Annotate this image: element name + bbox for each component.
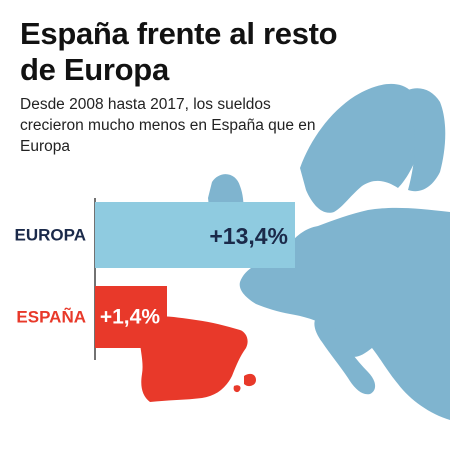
value-label-espana: +1,4%: [100, 306, 160, 329]
category-label-europa: EUROPA: [15, 226, 86, 245]
finland-shape: [398, 88, 446, 192]
bar-espana: [95, 286, 167, 348]
scandinavia-shape: [300, 83, 424, 213]
italy-shape: [314, 317, 376, 395]
chart-subtitle: Desde 2008 hasta 2017, los sueldos creci…: [20, 96, 316, 155]
category-label-espana: ESPAÑA: [16, 307, 86, 327]
balearic-islands-shape: [233, 373, 256, 393]
chart-title: España frente al resto de Europa: [20, 16, 338, 87]
value-label-europa: +13,4%: [209, 223, 288, 249]
bar-europa: [95, 202, 295, 268]
